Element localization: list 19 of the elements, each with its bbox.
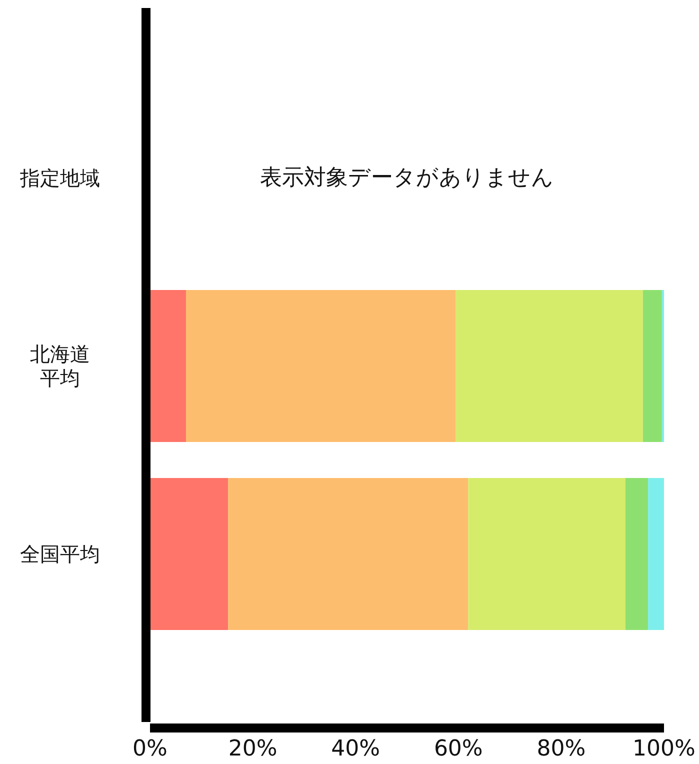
x-tick-label: 20%: [228, 736, 278, 762]
x-tick-label: 40%: [331, 736, 380, 762]
y-tick-label: 北海道平均: [30, 342, 90, 390]
bar: [150, 478, 228, 630]
x-tick-label: 100%: [632, 736, 696, 762]
y-tick-label: 指定地域: [19, 166, 100, 190]
bar: [648, 478, 664, 630]
bar: [228, 478, 468, 630]
x-tick-label: 60%: [434, 736, 483, 762]
x-tick-label: 0%: [132, 736, 168, 762]
bar: [642, 290, 662, 442]
bar: [186, 290, 456, 442]
y-tick-label: 全国平均: [20, 542, 100, 566]
bar: [468, 478, 626, 630]
x-tick-label: 80%: [536, 736, 586, 762]
annotation: 表示対象データがありません: [260, 166, 554, 190]
bar: [150, 290, 186, 442]
bar: [456, 290, 643, 442]
bar: [625, 478, 648, 630]
